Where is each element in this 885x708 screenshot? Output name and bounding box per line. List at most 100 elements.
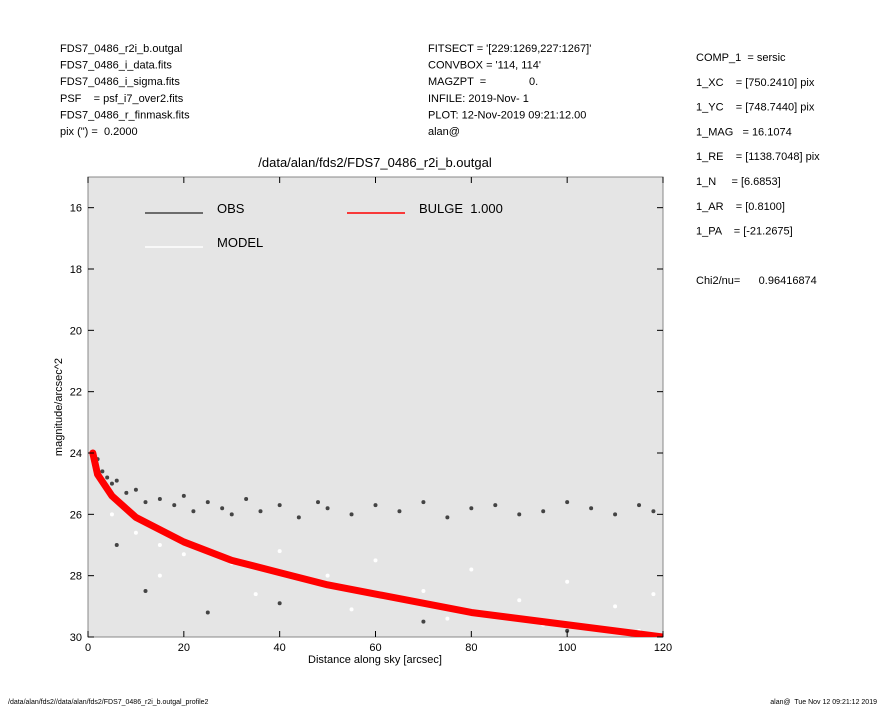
data-point	[349, 607, 354, 612]
data-point	[651, 592, 656, 597]
data-point	[349, 512, 354, 517]
fit-parameter: 1_MAG = 16.1074	[696, 126, 792, 138]
data-point	[258, 509, 263, 514]
data-point	[541, 509, 546, 514]
data-point	[373, 558, 378, 563]
data-point	[157, 497, 162, 501]
chart-title: /data/alan/fds2/FDS7_0486_r2i_b.outgal	[258, 155, 492, 170]
data-point	[613, 512, 618, 517]
header-middle-line: FITSECT = '[229:1269,227:1267]'	[428, 43, 591, 55]
data-point	[277, 601, 282, 606]
data-point	[114, 543, 119, 547]
data-point	[469, 567, 474, 572]
data-point	[157, 573, 162, 578]
data-point	[445, 616, 450, 621]
data-point	[316, 500, 320, 505]
x-axis-label: Distance along sky [arcsec]	[308, 654, 442, 666]
y-tick-label: 30	[70, 632, 82, 644]
fit-parameter: 1_PA = [-21.2675]	[696, 226, 793, 238]
data-point	[133, 487, 138, 492]
data-point	[296, 515, 301, 520]
fit-parameter: 1_YC = [748.7440] pix	[696, 102, 815, 114]
x-tick-label: 80	[465, 642, 477, 654]
data-point	[100, 469, 105, 474]
fit-parameter: 1_N = [6.6853]	[696, 176, 781, 188]
x-tick-label: 120	[654, 642, 672, 654]
data-point	[143, 500, 148, 505]
data-point	[181, 552, 186, 557]
data-point	[191, 509, 196, 514]
data-point	[325, 573, 330, 578]
data-point	[565, 628, 570, 633]
y-tick-label: 26	[70, 509, 82, 521]
header-middle-line: INFILE: 2019-Nov- 1	[428, 93, 529, 105]
data-point	[205, 610, 210, 615]
header-left-line: FDS7_0486_i_sigma.fits	[60, 76, 180, 88]
data-point	[181, 493, 186, 498]
data-point	[109, 512, 114, 517]
y-axis-label: magnitude/arcsec^2	[53, 358, 65, 456]
data-point	[277, 549, 282, 554]
data-point	[157, 543, 162, 547]
footer-left: /data/alan/fds2//data/alan/fds2/FDS7_048…	[8, 699, 209, 706]
y-tick-label: 24	[70, 448, 82, 460]
data-point	[589, 506, 594, 511]
data-point	[517, 598, 522, 603]
fit-parameter: 1_XC = [750.2410] pix	[696, 77, 815, 89]
header-middle-line: PLOT: 12-Nov-2019 09:21:12.00	[428, 109, 586, 121]
header-middle-line: CONVBOX = '114, 114'	[428, 60, 541, 72]
data-point	[397, 509, 402, 514]
x-tick-label: 0	[85, 642, 91, 654]
x-tick-label: 100	[558, 642, 576, 654]
header-left-line: FDS7_0486_r2i_b.outgal	[60, 43, 182, 55]
data-point	[124, 490, 129, 495]
y-tick-label: 28	[70, 571, 82, 583]
legend-label: BULGE 1.000	[419, 201, 503, 216]
data-point	[133, 530, 138, 535]
data-point	[109, 481, 114, 486]
data-point	[253, 592, 258, 597]
header-left-line: PSF = psf_i7_over2.fits	[60, 93, 184, 105]
data-point	[421, 500, 426, 505]
data-point	[469, 506, 474, 511]
y-tick-label: 20	[70, 325, 82, 337]
model-curve	[89, 449, 663, 637]
data-point	[421, 589, 426, 593]
fit-parameter: 1_RE = [1138.7048] pix	[696, 151, 820, 163]
data-point	[373, 503, 378, 508]
data-point	[651, 509, 656, 514]
data-point	[229, 512, 234, 517]
data-point	[493, 503, 498, 508]
data-point	[421, 619, 426, 624]
data-point	[143, 589, 148, 593]
data-point	[613, 604, 618, 609]
y-tick-label: 18	[70, 264, 82, 276]
data-point	[114, 478, 119, 483]
data-point	[172, 503, 177, 508]
header-middle-line: MAGZPT = 0.	[428, 76, 538, 88]
data-point	[637, 503, 642, 508]
legend-label: OBS	[217, 201, 245, 216]
fit-parameter: COMP_1 = sersic	[696, 52, 786, 64]
x-tick-label: 40	[274, 642, 286, 654]
plot-marks	[89, 449, 663, 637]
data-point	[277, 503, 282, 508]
data-point	[244, 497, 249, 501]
data-point	[325, 506, 330, 511]
plot-area	[87, 176, 664, 638]
x-tick-label: 60	[369, 642, 381, 654]
header-left-line: pix (") = 0.2000	[60, 126, 138, 138]
x-tick-label: 20	[178, 642, 190, 654]
legend-label: MODEL	[217, 235, 263, 250]
fit-parameter: 1_AR = [0.8100]	[696, 201, 785, 213]
data-point	[220, 506, 225, 511]
y-tick-label: 16	[70, 203, 82, 215]
header-left-line: FDS7_0486_r_finmask.fits	[60, 109, 190, 121]
data-point	[565, 500, 570, 505]
y-tick-label: 22	[70, 387, 82, 399]
header-middle-line: alan@	[428, 126, 460, 138]
data-point	[205, 500, 210, 505]
data-point	[445, 515, 450, 520]
data-point	[517, 512, 522, 517]
